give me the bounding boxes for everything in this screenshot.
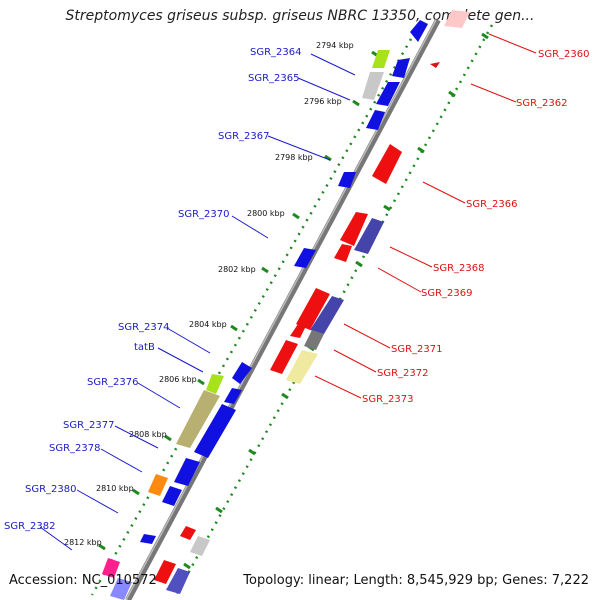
forward-genes	[102, 20, 428, 600]
gene-arrow-SGR_2381[interactable]	[154, 560, 176, 584]
gene-arrow-tatB2[interactable]	[224, 388, 242, 404]
accession-label: Accession: NC_010572	[9, 573, 157, 588]
gene-arrow-SGR_2364[interactable]	[372, 50, 390, 68]
gene-label-SGR_2371[interactable]: SGR_2371	[391, 344, 443, 355]
kbp-label-2810: 2810 kbp	[96, 484, 134, 493]
gene-label-SGR_2362[interactable]: SGR_2362	[516, 98, 568, 109]
kbp-label-2798: 2798 kbp	[275, 153, 313, 162]
forward-dotted-track	[90, 24, 421, 596]
gene-arrow-SGR_2374[interactable]	[232, 362, 252, 384]
gene-label-SGR_2380[interactable]: SGR_2380	[25, 484, 77, 495]
gene-label-SGR_2373[interactable]: SGR_2373	[362, 394, 414, 405]
forward-leader-lines	[39, 53, 356, 551]
gene-arrow-SGR_2372[interactable]	[290, 324, 306, 338]
gene-arrow-SGR_2367b[interactable]	[338, 172, 356, 188]
gene-arrow-SGR_2360[interactable]	[444, 10, 470, 28]
gene-label-SGR_2372[interactable]: SGR_2372	[377, 368, 429, 379]
gene-arrow-tatB[interactable]	[206, 374, 224, 394]
gene-label-tatB[interactable]: tatB	[134, 342, 155, 353]
kbp-label-2802: 2802 kbp	[218, 265, 256, 274]
gene-arrow-SGR_2367[interactable]	[366, 110, 385, 130]
genome-summary: Topology: linear; Length: 8,545,929 bp; …	[243, 573, 589, 588]
gene-label-SGR_2374[interactable]: SGR_2374	[118, 322, 170, 333]
gene-arrow-SGR_2379[interactable]	[180, 526, 196, 540]
gene-arrow-SGR_2382[interactable]	[102, 558, 120, 578]
gene-arrow-SGR_2365b[interactable]	[376, 82, 400, 106]
gene-label-SGR_2364[interactable]: SGR_2364	[250, 47, 302, 58]
reverse-gene-labels: SGR_2360 SGR_2362 SGR_2366 SGR_2368 SGR_…	[362, 49, 590, 405]
gene-arrow-SGR_2369[interactable]	[334, 244, 352, 262]
gene-arrow-SGR_2370[interactable]	[294, 248, 316, 268]
kbp-label-2800: 2800 kbp	[247, 209, 285, 218]
gene-arrow-SGR_2361[interactable]	[410, 20, 428, 42]
kbp-tick-marks	[98, 50, 379, 551]
gene-arrow-SGR_2372b[interactable]	[304, 330, 324, 350]
gene-arrow-SGR_2364b[interactable]	[392, 58, 410, 78]
gene-arrow-SGR_2382b[interactable]	[110, 578, 132, 600]
gene-label-SGR_2366[interactable]: SGR_2366	[466, 199, 518, 210]
genome-title: Streptomyces griseus subsp. griseus NBRC…	[65, 8, 535, 24]
gene-arrow-SGR_2379b[interactable]	[190, 536, 210, 556]
kbp-label-2794: 2794 kbp	[316, 41, 354, 50]
gene-arrow-SGR_2371[interactable]	[296, 288, 330, 330]
gene-label-SGR_2365[interactable]: SGR_2365	[248, 73, 300, 84]
gene-arrow-SGR_2368b[interactable]	[354, 218, 384, 254]
gene-label-SGR_2369[interactable]: SGR_2369	[421, 288, 473, 299]
gene-arrow-SGR_2380[interactable]	[140, 534, 156, 544]
reverse-leader-lines	[314, 33, 537, 399]
gene-arrow-SGR_2371b[interactable]	[310, 296, 344, 334]
sequence-axis	[125, 18, 441, 600]
reverse-genes	[154, 10, 470, 594]
gene-arrow-SGR_2365[interactable]	[362, 72, 384, 100]
gene-label-SGR_2368[interactable]: SGR_2368	[433, 263, 485, 274]
kbp-label-2804: 2804 kbp	[189, 320, 227, 329]
kbp-label-2806: 2806 kbp	[159, 375, 197, 384]
kbp-label-2796: 2796 kbp	[304, 97, 342, 106]
kbp-label-2812: 2812 kbp	[64, 538, 102, 547]
gene-label-SGR_2378[interactable]: SGR_2378	[49, 443, 101, 454]
gene-arrow-SGR_2378b[interactable]	[162, 486, 182, 506]
gene-label-SGR_2382[interactable]: SGR_2382	[4, 521, 56, 532]
gene-arrow-SGR_2378[interactable]	[148, 474, 168, 496]
gene-arrow-SGR_2381b[interactable]	[166, 568, 190, 594]
gene-arrow-SGR_2373b[interactable]	[286, 350, 318, 384]
gene-label-SGR_2360[interactable]: SGR_2360	[538, 49, 590, 60]
gene-arrow-SGR_2373[interactable]	[270, 340, 298, 374]
gene-arrow-SGR_2376b[interactable]	[194, 404, 236, 458]
gene-arrow-SGR_2368[interactable]	[340, 212, 368, 246]
gene-label-SGR_2376[interactable]: SGR_2376	[87, 377, 139, 388]
gene-label-SGR_2367[interactable]: SGR_2367	[218, 131, 270, 142]
kbp-label-2808: 2808 kbp	[129, 430, 167, 439]
gene-arrow-SGR_2377[interactable]	[174, 458, 200, 486]
sequence-axis-highlight	[125, 19, 437, 600]
gene-arrow-SGR_2366[interactable]	[372, 144, 402, 184]
gene-arrow-SGR_2376[interactable]	[176, 390, 220, 448]
forward-gene-labels: SGR_2364 SGR_2365 SGR_2367 SGR_2370 SGR_…	[4, 47, 302, 532]
gene-arrow-SGR_2362[interactable]	[430, 62, 440, 68]
gene-label-SGR_2377[interactable]: SGR_2377	[63, 420, 115, 431]
gene-label-SGR_2370[interactable]: SGR_2370	[178, 209, 230, 220]
